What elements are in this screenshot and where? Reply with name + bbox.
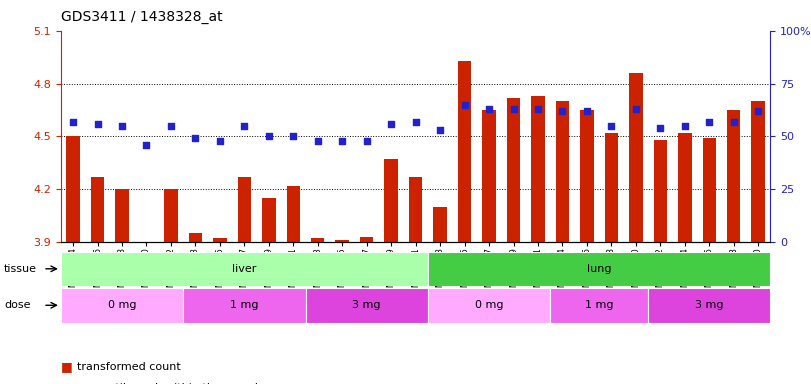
Bar — [605, 133, 618, 242]
Point — [531, 106, 544, 112]
Bar — [727, 110, 740, 242]
Point — [507, 106, 520, 112]
Bar — [428, 252, 770, 286]
Text: 3 mg: 3 mg — [353, 300, 381, 310]
Bar — [306, 288, 428, 323]
Bar — [164, 189, 178, 242]
Bar — [311, 238, 324, 242]
Bar — [61, 252, 428, 286]
Bar — [507, 98, 520, 242]
Point — [287, 133, 300, 139]
Text: liver: liver — [232, 264, 256, 274]
Text: tissue: tissue — [4, 264, 37, 274]
Bar — [61, 288, 183, 323]
Point — [727, 119, 740, 125]
Bar — [67, 136, 79, 242]
Text: GDS3411 / 1438328_at: GDS3411 / 1438328_at — [61, 10, 222, 23]
Text: ■: ■ — [61, 360, 72, 373]
Bar — [678, 133, 692, 242]
Text: dose: dose — [4, 300, 31, 310]
Bar — [409, 177, 423, 242]
Bar — [580, 110, 594, 242]
Text: percentile rank within the sample: percentile rank within the sample — [77, 383, 265, 384]
Text: 1 mg: 1 mg — [585, 300, 613, 310]
Point — [384, 121, 397, 127]
Bar — [654, 140, 667, 242]
Bar — [183, 288, 306, 323]
Bar — [336, 240, 349, 242]
Point — [311, 137, 324, 144]
Bar — [213, 238, 226, 242]
Bar — [556, 101, 569, 242]
Point — [165, 123, 178, 129]
Point — [140, 142, 153, 148]
Point — [189, 136, 202, 142]
Point — [262, 133, 275, 139]
Bar — [384, 159, 398, 242]
Point — [115, 123, 128, 129]
Bar — [428, 288, 550, 323]
Bar — [483, 110, 496, 242]
Point — [409, 119, 422, 125]
Text: transformed count: transformed count — [77, 362, 181, 372]
Bar — [531, 96, 545, 242]
Point — [67, 119, 79, 125]
Point — [678, 123, 691, 129]
Point — [458, 102, 471, 108]
Point — [238, 123, 251, 129]
Bar — [550, 288, 648, 323]
Point — [213, 137, 226, 144]
Bar — [752, 101, 765, 242]
Point — [556, 108, 569, 114]
Bar — [286, 185, 300, 242]
Bar — [629, 73, 642, 242]
Point — [654, 125, 667, 131]
Text: 0 mg: 0 mg — [108, 300, 136, 310]
Bar — [262, 198, 276, 242]
Bar — [458, 61, 471, 242]
Bar — [189, 233, 202, 242]
Point — [91, 121, 104, 127]
Point — [483, 106, 496, 112]
Point — [752, 108, 765, 114]
Point — [434, 127, 447, 133]
Point — [703, 119, 716, 125]
Bar — [648, 288, 770, 323]
Text: lung: lung — [587, 264, 611, 274]
Bar — [115, 189, 129, 242]
Text: ■: ■ — [61, 381, 72, 384]
Point — [629, 106, 642, 112]
Bar — [360, 237, 373, 242]
Bar — [702, 138, 716, 242]
Bar — [91, 177, 105, 242]
Text: 0 mg: 0 mg — [474, 300, 504, 310]
Text: 1 mg: 1 mg — [230, 300, 259, 310]
Point — [605, 123, 618, 129]
Text: 3 mg: 3 mg — [695, 300, 723, 310]
Point — [581, 108, 594, 114]
Point — [336, 137, 349, 144]
Bar — [433, 207, 447, 242]
Bar — [238, 177, 251, 242]
Point — [360, 137, 373, 144]
